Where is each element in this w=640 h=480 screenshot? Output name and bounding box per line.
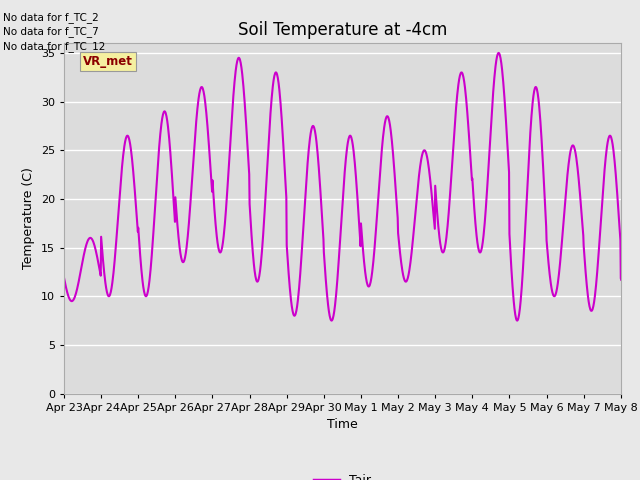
Title: Soil Temperature at -4cm: Soil Temperature at -4cm	[237, 21, 447, 39]
Legend: Tair: Tair	[309, 469, 376, 480]
Text: No data for f_TC_12: No data for f_TC_12	[3, 41, 106, 52]
Y-axis label: Temperature (C): Temperature (C)	[22, 168, 35, 269]
X-axis label: Time: Time	[327, 418, 358, 431]
Text: VR_met: VR_met	[83, 55, 133, 68]
Text: No data for f_TC_2: No data for f_TC_2	[3, 12, 99, 23]
Text: No data for f_TC_7: No data for f_TC_7	[3, 26, 99, 37]
